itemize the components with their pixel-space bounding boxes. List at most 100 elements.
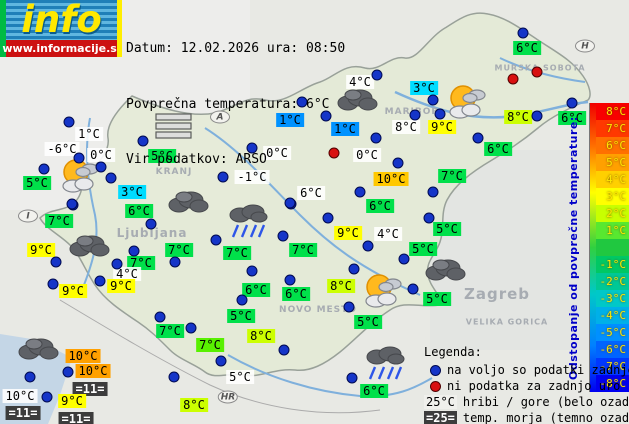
station-dot-blue [398, 253, 410, 265]
station-temp-label: 7°C [438, 169, 466, 183]
station-temp-label: 10°C [75, 364, 111, 378]
station-dot-blue [348, 263, 360, 275]
station-dot-blue [320, 110, 332, 122]
station-dot-blue [50, 256, 62, 268]
legend-red-dot-icon [430, 380, 441, 392]
scale-row: 1°C [596, 222, 629, 239]
station-temp-label: 9°C [428, 120, 456, 134]
station-temp-label: 9°C [58, 394, 86, 408]
station-temp-label: 6°C [282, 287, 310, 301]
road-marker: H [575, 39, 595, 53]
station-temp-label: 5°C [354, 315, 382, 329]
station-temp-label: 8°C [504, 110, 532, 124]
station-dot-blue [128, 245, 140, 257]
station-dot-blue [66, 198, 78, 210]
station-temp-label: 9°C [59, 284, 87, 298]
city-label: KRANJ [155, 167, 193, 177]
station-temp-label: 5°C [423, 292, 451, 306]
station-temp-label: 5°C [409, 242, 437, 256]
city-label: Zagreb [463, 285, 531, 303]
station-dot-blue [346, 372, 358, 384]
station-temp-label: 10°C [373, 172, 409, 186]
logo-yellow-strip [117, 0, 122, 57]
station-temp-label: 9°C [334, 226, 362, 240]
station-temp-label: 6°C [360, 384, 388, 398]
station-temp-label: 7°C [156, 324, 184, 338]
station-dot-blue [63, 116, 75, 128]
station-dot-blue [38, 163, 50, 175]
station-temp-label: 0°C [353, 148, 381, 162]
header-avg-temp-line: Povprečna temperatura: 6°C [126, 96, 330, 112]
city-label: NOVO MESTO [279, 305, 357, 315]
legend-item-text: temp. morja (temno ozadje) [462, 411, 629, 424]
rain-cloud-icon [226, 203, 270, 247]
station-temp-label: 5°C [227, 309, 255, 323]
legend-sea-sample: =25= [424, 411, 457, 424]
station-temp-label: 6°C [125, 204, 153, 218]
rain-cloud-icon [363, 345, 407, 389]
station-dot-blue [427, 94, 439, 106]
logo-green-strip [0, 0, 6, 57]
station-temp-label: 3°C [118, 185, 146, 199]
site-logo[interactable]: info www.informacije.si [0, 0, 122, 57]
station-temp-label: =11= [5, 406, 41, 420]
station-temp-label: -1°C [234, 170, 270, 184]
station-dot-blue [362, 240, 374, 252]
station-dot-blue [517, 27, 529, 39]
dark-cloud-icon [166, 188, 210, 222]
station-dot-blue [95, 161, 107, 173]
scale-row: -4°C [596, 307, 629, 324]
station-dot-blue [145, 218, 157, 230]
station-dot-blue [472, 132, 484, 144]
station-dot-blue [215, 355, 227, 367]
city-label: VELIKA GORICA [465, 317, 549, 327]
station-dot-blue [236, 294, 248, 306]
station-temp-label: 6°C [366, 199, 394, 213]
station-temp-label: 7°C [196, 338, 224, 352]
station-temp-label: 1°C [276, 113, 304, 127]
station-temp-label: 9°C [27, 243, 55, 257]
station-temp-label: 3°C [410, 81, 438, 95]
scale-row: 4°C [596, 171, 629, 188]
sun-cloud-icon [57, 157, 103, 199]
scale-row: 2°C [596, 205, 629, 222]
station-temp-label: 5°C [226, 370, 254, 384]
station-dot-blue [423, 212, 435, 224]
station-dot-blue [434, 108, 446, 120]
temperature-scale: 8°C 7°C 6°C 5°C 4°C 3°C 2°C 1°C -1°C -2°C -3°C -4°C… [596, 103, 629, 392]
scale-row: -3°C [596, 290, 629, 307]
road-marker: I [18, 209, 38, 223]
station-temp-label: 5°C [23, 176, 51, 190]
station-temp-label: 7°C [165, 243, 193, 257]
station-temp-label: 4°C [113, 267, 141, 281]
legend-item: ni podatka za zadnjo uro [424, 378, 629, 394]
station-dot-blue [566, 97, 578, 109]
dark-cloud-icon [16, 335, 60, 369]
fog-icon [155, 113, 193, 143]
station-dot-blue [62, 366, 74, 378]
scale-row: -6°C [596, 341, 629, 358]
station-dot-blue [392, 157, 404, 169]
scale-row: -1°C [596, 256, 629, 273]
station-dot-blue [73, 152, 85, 164]
station-dot-blue [154, 311, 166, 323]
station-temp-label: 9°C [107, 279, 135, 293]
station-temp-label: 7°C [289, 243, 317, 257]
legend-item-text: na voljo so podatki zadnje ure [447, 363, 629, 377]
station-dot-blue [210, 234, 222, 246]
sun-cloud-icon [444, 83, 490, 125]
legend-blue-dot-icon [430, 364, 441, 376]
logo-brand-text: info [21, 0, 102, 41]
logo-site-link[interactable]: www.informacije.si [2, 40, 121, 57]
scale-row: 6°C [596, 137, 629, 154]
dark-cloud-icon [423, 256, 467, 290]
legend-items: na voljo so podatki zadnje ure ni podatka… [424, 362, 629, 424]
station-dot-blue [277, 230, 289, 242]
road-marker: HR [217, 390, 239, 404]
scale-row: -5°C [596, 324, 629, 341]
station-dot-blue [284, 274, 296, 286]
station-dot-blue [246, 265, 258, 277]
station-temp-label: 6°C [484, 142, 512, 156]
